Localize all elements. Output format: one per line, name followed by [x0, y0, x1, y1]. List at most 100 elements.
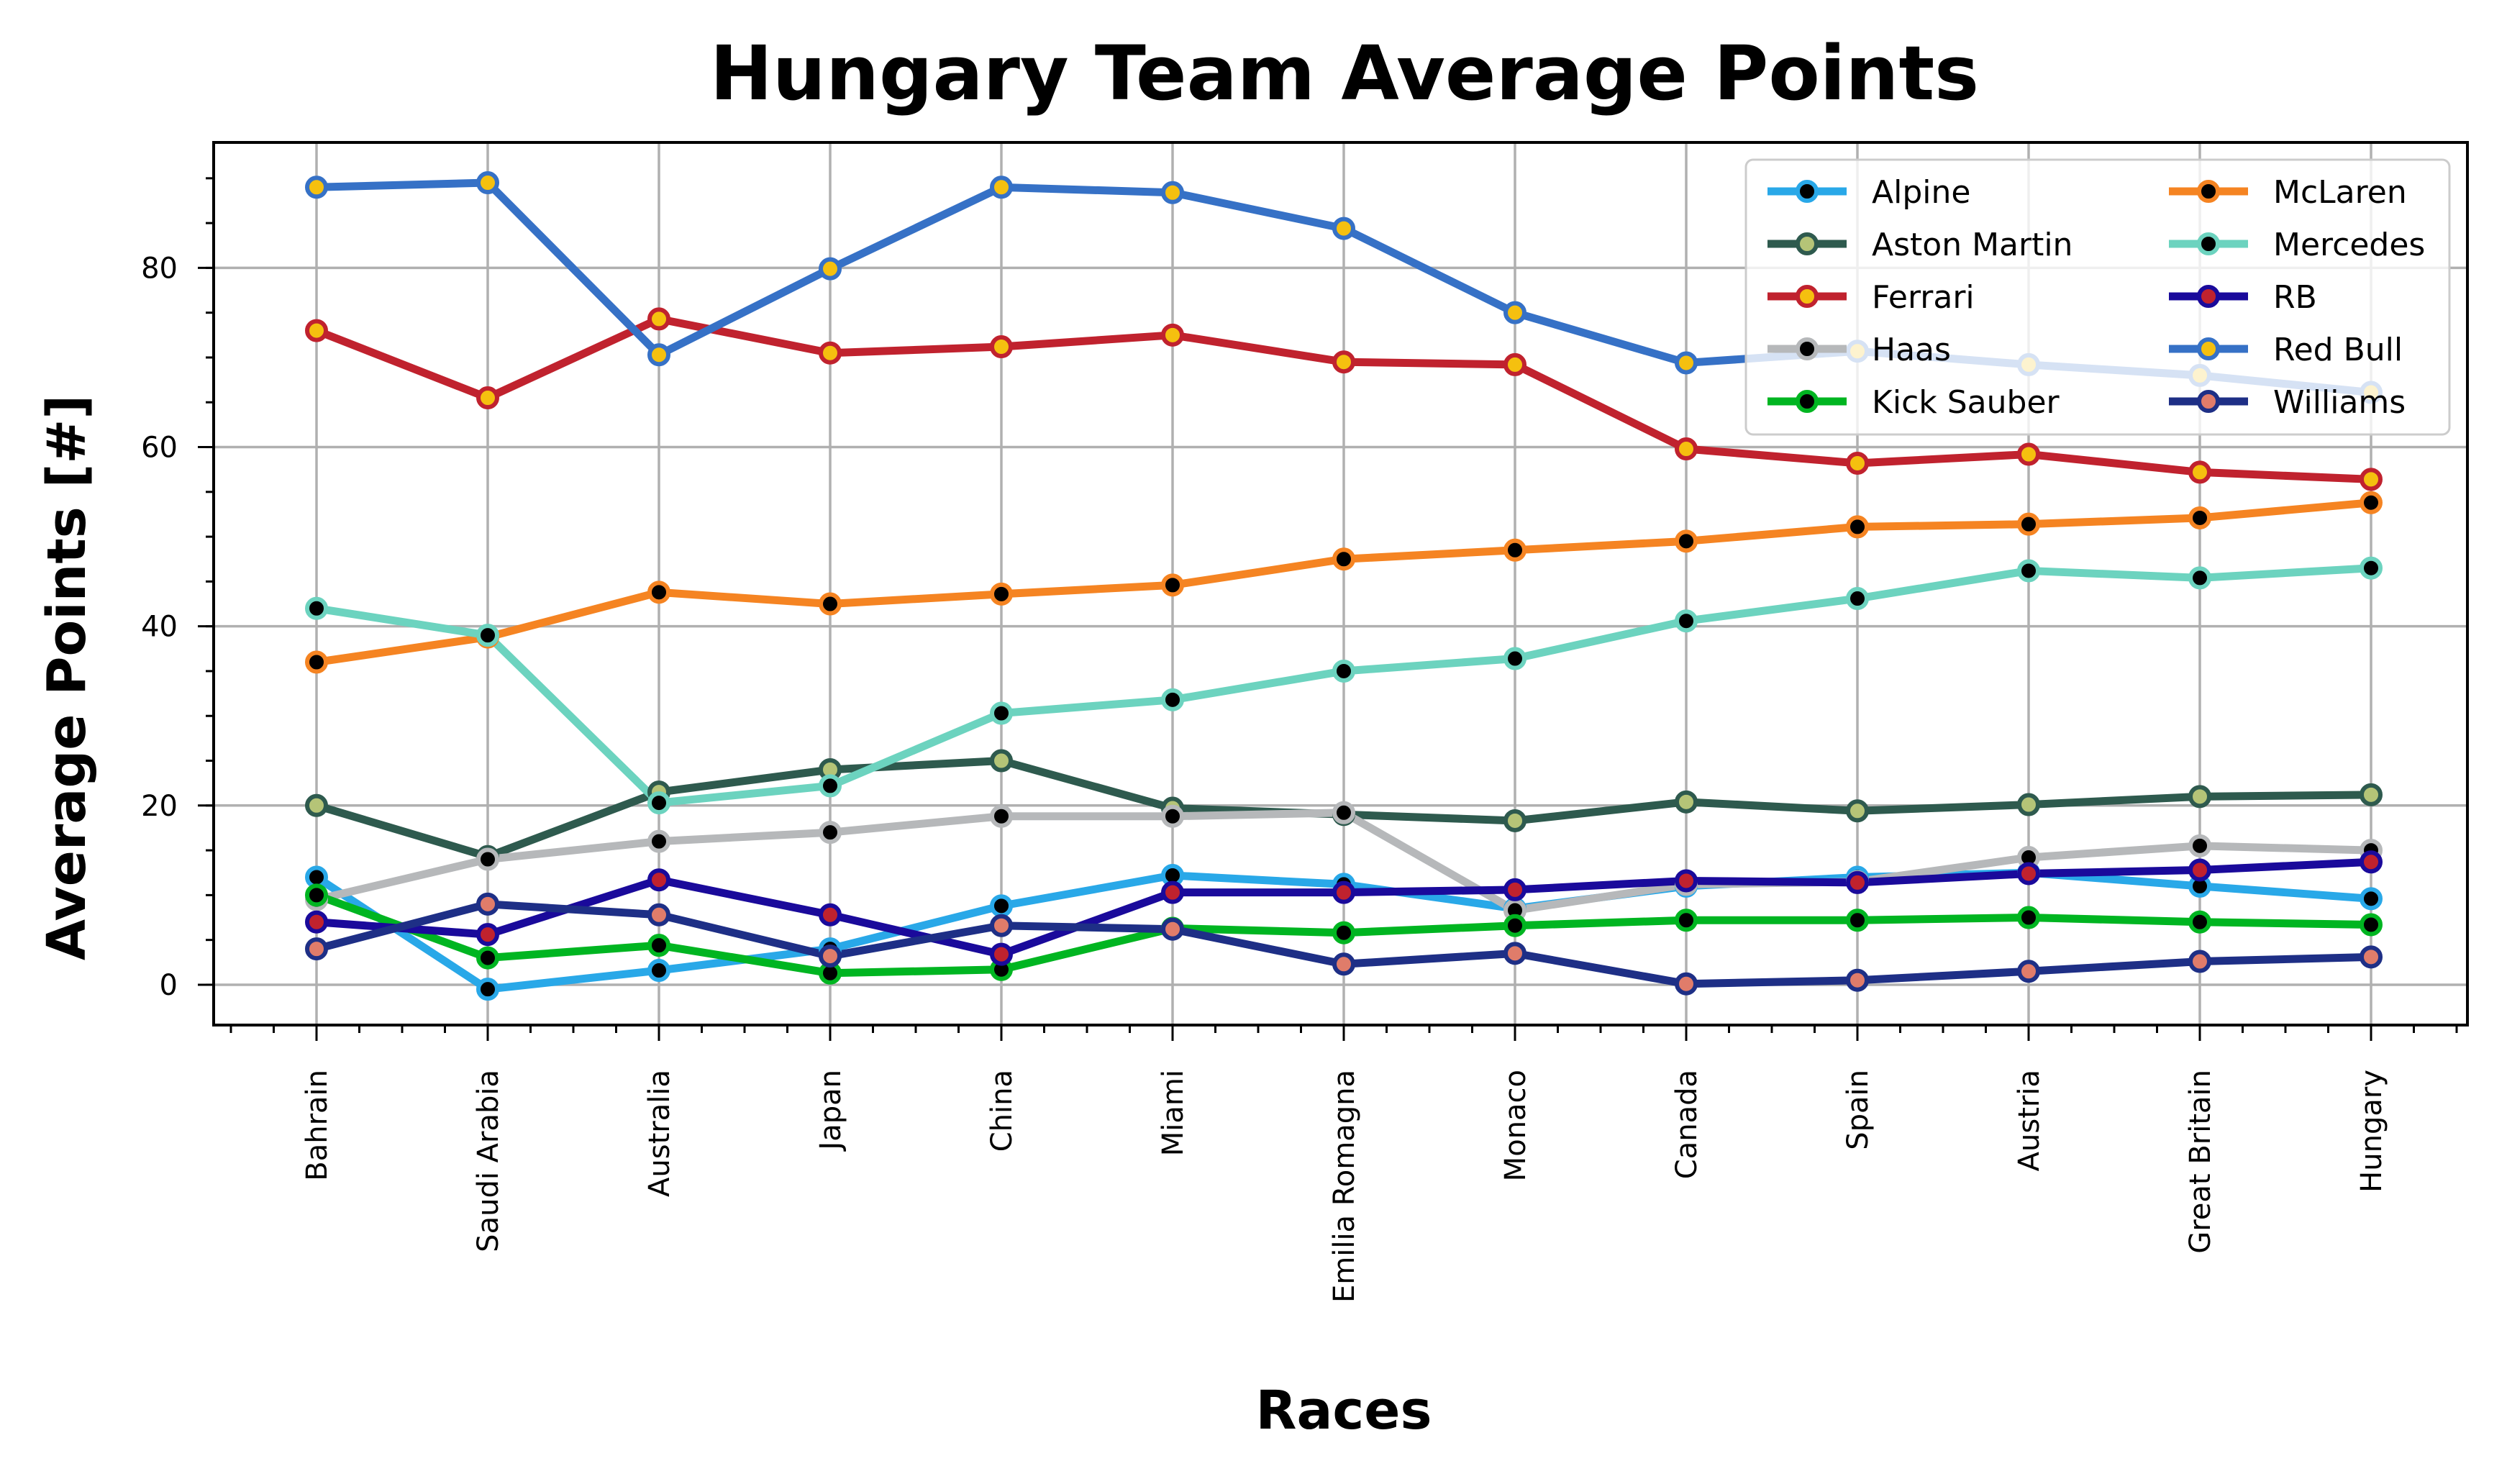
y-axis-label: Average Points [#] [36, 395, 98, 960]
y-tick-label: 20 [141, 790, 178, 823]
data-point-alpine [990, 894, 1013, 918]
data-point-mclaren [647, 581, 670, 604]
data-point-rb [1503, 878, 1527, 901]
legend-label-haas: Haas [1872, 332, 1951, 368]
data-point-williams [2017, 960, 2040, 983]
data-point-kick-sauber [1846, 909, 1869, 932]
data-point-williams [990, 914, 1013, 937]
x-tick-label: Austria [2013, 1070, 2046, 1171]
data-point-ferrari [819, 341, 842, 365]
data-point-haas [476, 847, 499, 871]
data-point-mercedes [819, 774, 842, 798]
data-point-williams [305, 937, 328, 961]
data-point-mclaren [2188, 506, 2211, 529]
data-point-mclaren [1503, 538, 1527, 562]
data-point-red-bull [990, 176, 1013, 199]
legend-label-aston-martin: Aston Martin [1872, 227, 2073, 263]
data-point-williams [2188, 950, 2211, 973]
data-point-rb [476, 923, 499, 947]
legend-marker-kick-sauber [1796, 390, 1819, 413]
x-tick-label: Great Britain [2184, 1070, 2217, 1254]
data-point-kick-sauber [476, 946, 499, 970]
data-point-haas [1332, 801, 1355, 824]
data-point-kick-sauber [1675, 909, 1698, 932]
data-point-red-bull [1503, 301, 1527, 324]
data-point-red-bull [819, 257, 842, 281]
legend-marker-mclaren [2197, 180, 2220, 203]
data-point-red-bull [1675, 351, 1698, 375]
legend-label-ferrari: Ferrari [1872, 279, 1975, 316]
legend-marker-mercedes [2197, 232, 2220, 255]
x-tick-label: Spain [1842, 1070, 1875, 1150]
data-point-aston-martin [1846, 799, 1869, 823]
data-point-rb [2017, 862, 2040, 886]
y-tick-label: 60 [141, 432, 178, 465]
data-point-williams [647, 903, 670, 927]
data-point-mercedes [990, 701, 1013, 725]
data-point-williams [1161, 917, 1184, 941]
data-point-ferrari [2017, 442, 2040, 466]
data-point-aston-martin [990, 749, 1013, 773]
data-point-alpine [476, 978, 499, 1001]
data-point-mercedes [1161, 688, 1184, 711]
plot-frame [212, 141, 2469, 1026]
x-tick-label: China [986, 1070, 1019, 1152]
legend-label-mclaren: McLaren [2273, 174, 2407, 211]
data-point-rb [2188, 858, 2211, 882]
data-point-red-bull [647, 343, 670, 367]
data-point-aston-martin [1503, 809, 1527, 832]
data-point-ferrari [1675, 437, 1698, 461]
data-point-mclaren [1846, 515, 1869, 539]
data-point-rb [1332, 880, 1355, 904]
data-point-aston-martin [1675, 790, 1698, 814]
legend-marker-williams [2197, 390, 2220, 413]
data-point-mclaren [305, 650, 328, 674]
data-point-mercedes [647, 791, 670, 815]
x-tick-label: Bahrain [301, 1070, 334, 1181]
y-tick-label: 0 [160, 969, 178, 1002]
data-point-rb [990, 942, 1013, 966]
data-point-rb [819, 903, 842, 927]
legend-label-alpine: Alpine [1872, 174, 1970, 211]
data-point-mercedes [1503, 647, 1527, 670]
data-point-red-bull [476, 171, 499, 195]
data-point-mclaren [2360, 491, 2383, 514]
x-tick-label: Saudi Arabia [472, 1070, 505, 1252]
x-tick-label: Miami [1157, 1070, 1190, 1156]
data-point-alpine [647, 959, 670, 983]
x-tick-label: Japan [814, 1070, 847, 1152]
data-point-kick-sauber [305, 883, 328, 907]
data-point-rb [1675, 869, 1698, 893]
data-point-williams [476, 892, 499, 916]
data-point-haas [990, 804, 1013, 828]
data-point-kick-sauber [2188, 910, 2211, 934]
chart-title: Hungary Team Average Points [710, 29, 1979, 117]
legend-marker-ferrari [1796, 285, 1819, 308]
data-point-mercedes [305, 596, 328, 620]
data-point-mercedes [1846, 587, 1869, 611]
data-point-mclaren [1332, 547, 1355, 571]
data-point-ferrari [1846, 451, 1869, 475]
legend-label-kick-sauber: Kick Sauber [1872, 384, 2060, 421]
data-point-williams [1675, 972, 1698, 996]
x-tick-label: Hungary [2355, 1070, 2388, 1193]
legend-label-rb: RB [2273, 279, 2317, 316]
data-point-mercedes [2188, 566, 2211, 590]
data-point-ferrari [990, 335, 1013, 359]
data-point-williams [1846, 968, 1869, 992]
data-point-red-bull [305, 176, 328, 199]
data-point-mercedes [2017, 559, 2040, 583]
y-tick-labels: 0 20 40 60 80 [141, 252, 178, 1002]
data-point-kick-sauber [2360, 913, 2383, 937]
data-point-ferrari [1161, 323, 1184, 347]
data-point-haas [819, 821, 842, 845]
y-tick-label: 80 [141, 252, 178, 285]
data-point-kick-sauber [2017, 906, 2040, 929]
data-point-rb [647, 868, 670, 892]
legend-marker-red-bull [2197, 337, 2220, 360]
data-point-rb [2360, 850, 2383, 874]
data-point-aston-martin [2188, 785, 2211, 809]
data-point-williams [1332, 952, 1355, 976]
legend-label-williams: Williams [2273, 384, 2406, 421]
data-point-red-bull [1161, 181, 1184, 204]
